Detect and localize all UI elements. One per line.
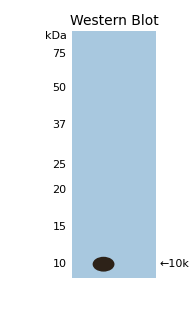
- Text: 25: 25: [52, 160, 66, 170]
- Text: 37: 37: [52, 120, 66, 130]
- Text: 15: 15: [52, 222, 66, 232]
- Bar: [72, 31, 156, 278]
- Text: 20: 20: [52, 185, 66, 195]
- Text: kDa: kDa: [45, 31, 66, 40]
- Text: Western Blot: Western Blot: [70, 14, 158, 28]
- Text: ←10kDa: ←10kDa: [160, 259, 190, 269]
- Text: 75: 75: [52, 49, 66, 59]
- Text: 50: 50: [52, 83, 66, 93]
- Text: 10: 10: [52, 259, 66, 269]
- Ellipse shape: [93, 257, 114, 272]
